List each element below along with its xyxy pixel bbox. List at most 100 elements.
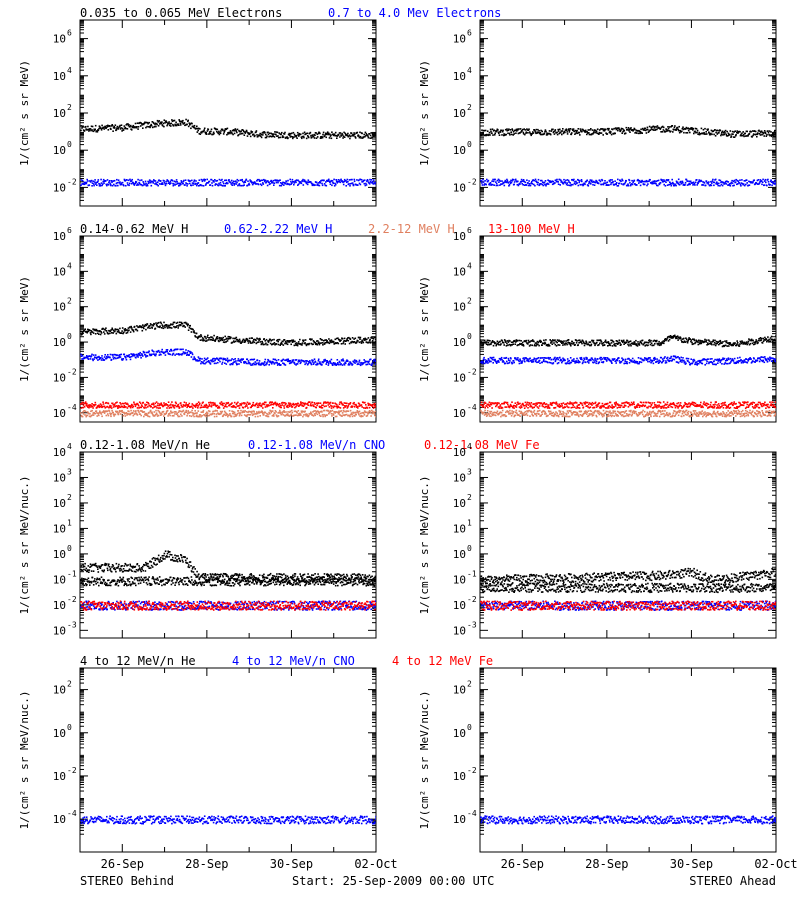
data-point	[546, 182, 549, 185]
data-point	[638, 182, 640, 184]
data-point	[234, 361, 236, 363]
data-point	[327, 364, 330, 366]
data-point	[80, 407, 83, 409]
data-point	[610, 133, 613, 136]
data-point	[694, 127, 697, 130]
y-tick-label: 10	[53, 144, 66, 157]
data-point	[348, 179, 351, 181]
data-point	[365, 404, 367, 406]
data-point	[716, 133, 719, 135]
data-point	[630, 184, 632, 186]
data-point	[643, 183, 646, 186]
data-point	[510, 181, 513, 184]
data-point	[272, 358, 275, 360]
data-point	[559, 178, 561, 181]
data-point	[631, 179, 633, 182]
data-point	[183, 321, 186, 324]
data-point	[542, 184, 545, 187]
data-point	[181, 121, 184, 124]
data-point	[147, 182, 150, 185]
data-point	[169, 326, 172, 329]
data-point	[515, 132, 517, 134]
data-point	[541, 179, 543, 182]
data-point	[352, 403, 355, 405]
data-point	[179, 122, 182, 124]
data-point	[559, 128, 561, 131]
data-point	[98, 183, 100, 185]
data-point	[176, 405, 178, 408]
data-point	[245, 403, 248, 405]
data-point	[666, 129, 669, 132]
data-point	[332, 340, 335, 343]
data-point	[764, 178, 767, 181]
data-point	[201, 339, 203, 341]
data-point	[143, 415, 145, 418]
data-point	[246, 135, 249, 137]
data-point	[199, 339, 202, 341]
data-point	[164, 122, 166, 124]
data-point	[260, 135, 262, 137]
data-point	[183, 404, 185, 407]
data-point	[317, 358, 320, 361]
data-point	[366, 179, 369, 181]
data-point	[255, 362, 258, 365]
data-point	[199, 414, 202, 416]
data-point	[265, 415, 268, 417]
data-point	[669, 183, 671, 186]
data-point	[367, 342, 369, 344]
data-point	[268, 360, 271, 363]
data-point	[132, 329, 134, 332]
data-point	[605, 128, 607, 131]
data-point	[169, 353, 172, 356]
data-point	[300, 401, 302, 403]
data-layer	[480, 125, 776, 187]
data-point	[213, 357, 215, 360]
data-point	[367, 402, 369, 405]
data-point	[556, 178, 558, 181]
data-point	[275, 343, 278, 345]
data-point	[768, 183, 770, 185]
data-point	[92, 332, 95, 334]
data-point	[206, 412, 209, 414]
data-point	[321, 407, 324, 409]
data-point	[342, 181, 344, 184]
data-point	[190, 127, 192, 130]
data-point	[524, 184, 526, 186]
y-tick-label: 10	[53, 107, 66, 120]
data-point	[760, 131, 762, 134]
data-point	[190, 351, 192, 353]
data-point	[308, 343, 310, 346]
data-point	[166, 409, 169, 412]
data-point	[208, 414, 211, 417]
data-point	[281, 183, 284, 186]
data-point	[698, 179, 700, 181]
data-point	[263, 361, 266, 363]
data-point	[729, 185, 732, 187]
data-point	[287, 358, 289, 361]
data-point	[135, 403, 138, 406]
data-point	[506, 129, 508, 132]
y-tick-label-exponent: 6	[467, 29, 472, 38]
data-point	[147, 415, 149, 418]
data-point	[257, 406, 260, 408]
data-point	[773, 183, 776, 185]
data-point	[615, 182, 618, 184]
data-point	[117, 179, 120, 181]
data-point	[227, 415, 229, 418]
data-point	[274, 401, 277, 404]
data-point	[736, 131, 738, 134]
data-point	[485, 183, 487, 186]
data-point	[617, 129, 619, 132]
data-point	[363, 359, 365, 361]
data-point	[319, 182, 322, 184]
data-point	[747, 135, 749, 137]
data-point	[227, 132, 229, 134]
data-point	[311, 182, 313, 185]
data-point	[137, 178, 139, 181]
data-point	[121, 327, 124, 329]
data-point	[257, 338, 259, 340]
data-point	[730, 182, 732, 185]
data-point	[664, 185, 667, 187]
y-tick-label: 10	[53, 336, 66, 349]
data-point	[326, 340, 328, 342]
